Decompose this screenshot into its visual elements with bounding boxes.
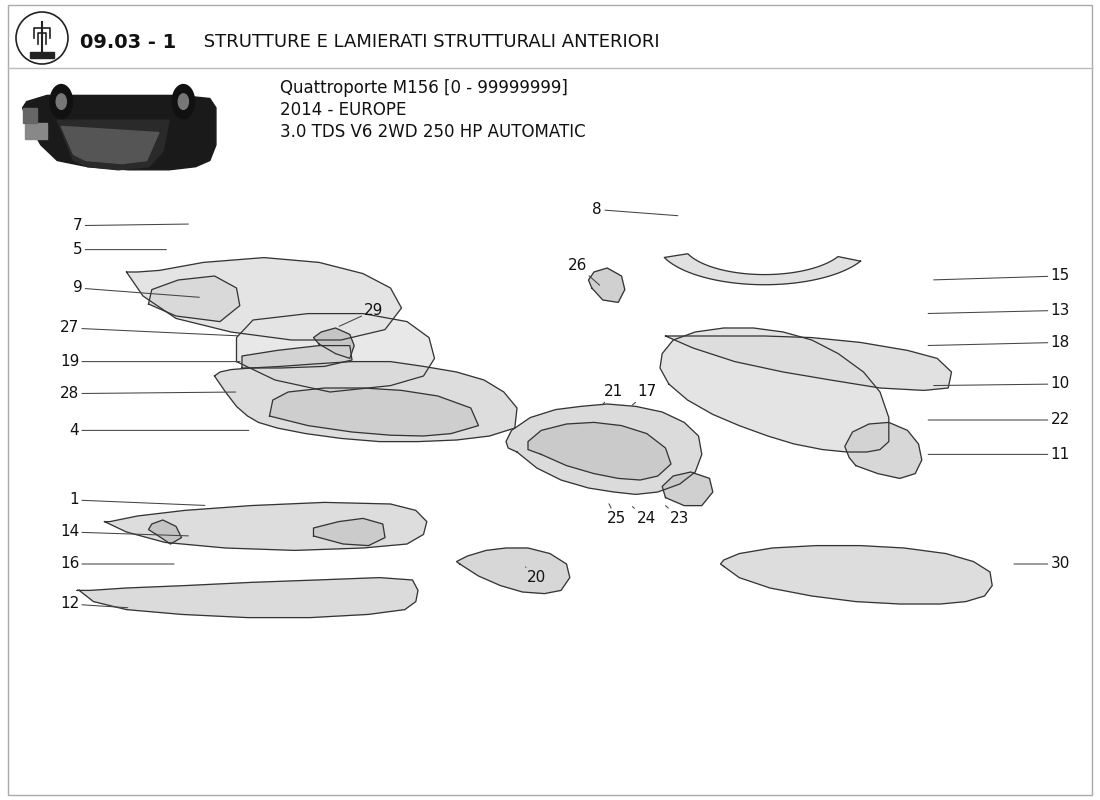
Text: 30: 30 — [1014, 557, 1070, 571]
Text: 17: 17 — [632, 385, 657, 405]
Polygon shape — [314, 518, 385, 546]
Text: 18: 18 — [928, 335, 1069, 350]
Polygon shape — [588, 268, 625, 302]
Polygon shape — [528, 422, 671, 480]
Polygon shape — [23, 95, 216, 170]
Polygon shape — [214, 362, 517, 442]
Text: 09.03 - 1: 09.03 - 1 — [80, 33, 176, 51]
Text: 10: 10 — [934, 377, 1069, 391]
Text: 29: 29 — [339, 303, 384, 326]
Text: 22: 22 — [928, 413, 1069, 427]
Text: Quattroporte M156 [0 - 99999999]: Quattroporte M156 [0 - 99999999] — [280, 79, 568, 97]
Text: 15: 15 — [934, 269, 1069, 283]
Polygon shape — [104, 502, 427, 550]
Polygon shape — [720, 546, 992, 604]
Polygon shape — [148, 520, 182, 544]
Polygon shape — [126, 258, 402, 340]
Text: STRUTTURE E LAMIERATI STRUTTURALI ANTERIORI: STRUTTURE E LAMIERATI STRUTTURALI ANTERI… — [198, 33, 660, 51]
Text: 21: 21 — [603, 385, 624, 405]
Text: 3.0 TDS V6 2WD 250 HP AUTOMATIC: 3.0 TDS V6 2WD 250 HP AUTOMATIC — [280, 123, 585, 141]
Text: 14: 14 — [59, 525, 188, 539]
Polygon shape — [77, 578, 418, 618]
Text: 4: 4 — [69, 423, 249, 438]
Text: 2014 - EUROPE: 2014 - EUROPE — [280, 101, 406, 119]
Polygon shape — [242, 346, 352, 368]
Text: 25: 25 — [606, 504, 626, 526]
Text: 9: 9 — [73, 281, 199, 298]
Circle shape — [56, 94, 66, 110]
Text: 20: 20 — [526, 567, 547, 585]
Polygon shape — [506, 404, 702, 494]
Circle shape — [51, 85, 73, 118]
Polygon shape — [662, 472, 713, 506]
Polygon shape — [24, 123, 47, 138]
Circle shape — [173, 85, 195, 118]
Polygon shape — [270, 388, 478, 436]
Text: 13: 13 — [928, 303, 1070, 318]
Text: 5: 5 — [73, 242, 166, 257]
Text: 8: 8 — [593, 202, 678, 217]
Polygon shape — [845, 422, 922, 478]
Text: 16: 16 — [59, 557, 174, 571]
Polygon shape — [236, 314, 434, 392]
Text: 12: 12 — [59, 597, 128, 611]
Text: 23: 23 — [666, 506, 690, 526]
Polygon shape — [30, 52, 54, 58]
Polygon shape — [664, 254, 860, 285]
Text: 19: 19 — [59, 354, 240, 369]
Text: 26: 26 — [568, 258, 600, 286]
Polygon shape — [456, 548, 570, 594]
Text: 11: 11 — [928, 447, 1069, 462]
Circle shape — [178, 94, 188, 110]
Text: 24: 24 — [632, 506, 657, 526]
Polygon shape — [23, 108, 37, 123]
Text: 7: 7 — [73, 218, 188, 233]
Polygon shape — [148, 276, 240, 322]
Polygon shape — [666, 336, 952, 390]
Text: 28: 28 — [59, 386, 235, 401]
Polygon shape — [57, 120, 169, 170]
Polygon shape — [314, 328, 354, 358]
Polygon shape — [62, 126, 160, 164]
Polygon shape — [660, 328, 889, 452]
Text: 27: 27 — [59, 321, 238, 336]
Text: 1: 1 — [69, 493, 205, 507]
